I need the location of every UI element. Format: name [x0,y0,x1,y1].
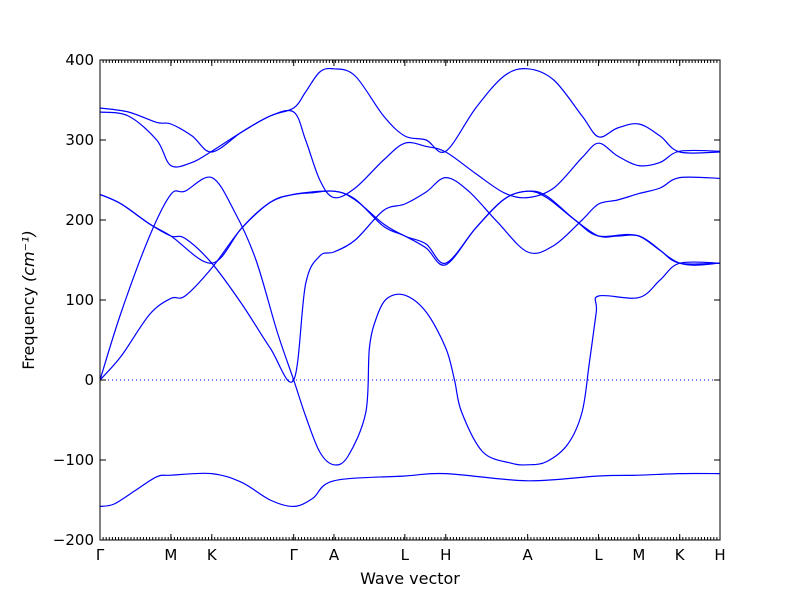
band-series-7 [99,67,721,154]
x-tick-label: H [714,546,725,564]
x-tick-label: Γ [290,546,299,564]
x-tick-label: A [329,546,340,564]
x-tick-label: M [164,546,177,564]
band-series-3 [99,176,721,466]
x-tick-label: M [632,546,645,564]
y-tick-label: 300 [65,131,94,149]
band-series-2 [99,190,721,381]
x-tick-label: L [594,546,603,564]
band-series-1 [99,472,721,508]
x-tick-label: A [523,546,534,564]
y-axis: −200 −100 0 100 200 300 400 [53,51,720,549]
x-axis-label: Wave vector [360,569,460,588]
y-axis-label: Frequency (cm⁻¹) [19,230,38,369]
x-tick-label: Γ [96,546,105,564]
x-tick-label: K [675,546,686,564]
band-series-5 [99,190,721,266]
x-tick-label: L [401,546,410,564]
y-axis-label-text: Frequency [19,287,38,370]
y-tick-label: −200 [53,531,94,549]
plot-frame [99,59,721,541]
y-tick-label: 200 [65,211,94,229]
x-tick-label: K [207,546,218,564]
y-tick-label: 400 [65,51,94,69]
y-tick-label: 0 [84,371,94,389]
x-tick-label: H [440,546,451,564]
band-series-6 [99,109,721,199]
band-lines [99,67,721,508]
y-axis-unit: (cm⁻¹) [19,230,38,282]
band-series-4 [99,176,721,383]
y-tick-label: −100 [53,451,94,469]
y-tick-label: 100 [65,291,94,309]
